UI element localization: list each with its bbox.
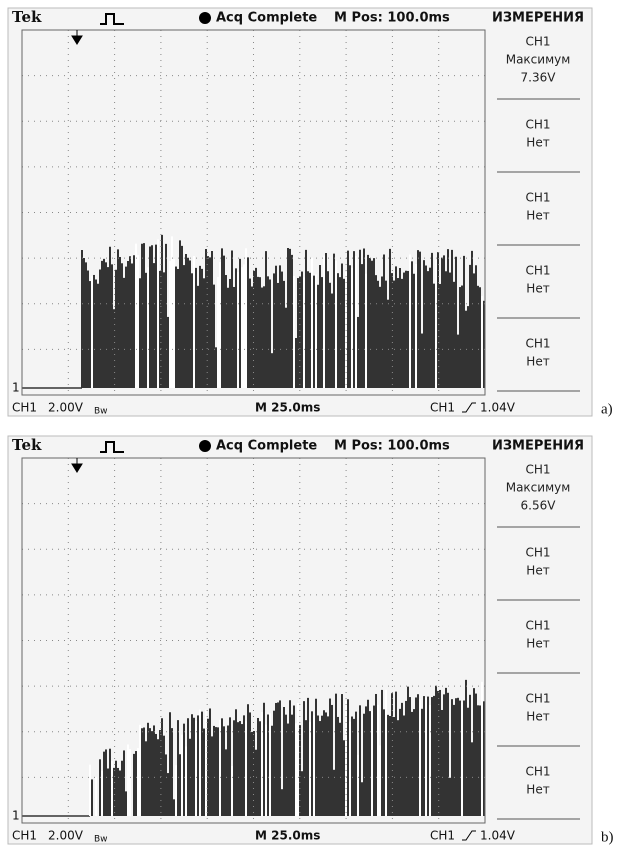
menu-label: Нет xyxy=(526,783,549,797)
menu-channel: CH1 xyxy=(525,35,550,49)
footer-trigger-level: 1.04V xyxy=(480,829,516,843)
menu-channel: CH1 xyxy=(525,546,550,560)
menu-title: ИЗМЕРЕНИЯ xyxy=(492,11,584,26)
menu-channel: CH1 xyxy=(525,264,550,278)
acq-dot xyxy=(199,440,211,452)
caption: b) xyxy=(601,829,614,845)
page: {"panels": [ {"header": {"brand": "Tek",… xyxy=(0,0,626,845)
footer-trigger-level: 1.04V xyxy=(480,401,516,415)
caption: a) xyxy=(601,401,613,417)
menu-label: Нет xyxy=(526,136,549,150)
ground-marker: 1 xyxy=(12,381,20,395)
menu-channel: CH1 xyxy=(525,118,550,132)
footer-trigger-channel: CH1 xyxy=(430,829,455,843)
footer-bandwidth: Bw xyxy=(94,407,108,417)
menu-channel: CH1 xyxy=(525,191,550,205)
footer-scale: 2.00V xyxy=(48,829,84,843)
menu-label: Максимум xyxy=(506,53,571,67)
menu-label: Нет xyxy=(526,282,549,296)
menu-label: Нет xyxy=(526,637,549,651)
footer-scale: 2.00V xyxy=(48,401,84,415)
scope-panel: 1 Tek Acq Complete M Pos: 100.0ms ИЗМЕРЕНИЯ C… xyxy=(8,8,613,417)
acq-dot xyxy=(199,12,211,24)
status: Acq Complete xyxy=(216,439,317,454)
status: Acq Complete xyxy=(216,11,317,26)
menu-label: Максимум xyxy=(506,481,571,495)
menu-value: 6.56V xyxy=(521,499,557,513)
menu-label: Нет xyxy=(526,710,549,724)
menu-channel: CH1 xyxy=(525,619,550,633)
menu-label: Нет xyxy=(526,564,549,578)
footer-timebase: M 25.0ms xyxy=(255,829,320,843)
position: M Pos: 100.0ms xyxy=(334,11,450,26)
footer-timebase: M 25.0ms xyxy=(255,401,320,415)
menu-channel: CH1 xyxy=(525,692,550,706)
figure: 1 Tek Acq Complete M Pos: 100.0ms ИЗМЕРЕНИЯ C… xyxy=(0,0,626,845)
footer-trigger-channel: CH1 xyxy=(430,401,455,415)
menu-channel: CH1 xyxy=(525,463,550,477)
menu-channel: CH1 xyxy=(525,337,550,351)
brand: Tek xyxy=(12,8,42,26)
scope-panel: 1 Tek Acq Complete M Pos: 100.0ms ИЗМЕРЕНИЯ C… xyxy=(8,436,614,845)
footer-channel: CH1 xyxy=(12,829,37,843)
footer-channel: CH1 xyxy=(12,401,37,415)
menu-label: Нет xyxy=(526,355,549,369)
brand: Tek xyxy=(12,436,42,454)
ground-marker: 1 xyxy=(12,809,20,823)
footer-bandwidth: Bw xyxy=(94,835,108,845)
menu-value: 7.36V xyxy=(521,71,557,85)
menu-title: ИЗМЕРЕНИЯ xyxy=(492,439,584,454)
menu-channel: CH1 xyxy=(525,765,550,779)
menu-label: Нет xyxy=(526,209,549,223)
position: M Pos: 100.0ms xyxy=(334,439,450,454)
